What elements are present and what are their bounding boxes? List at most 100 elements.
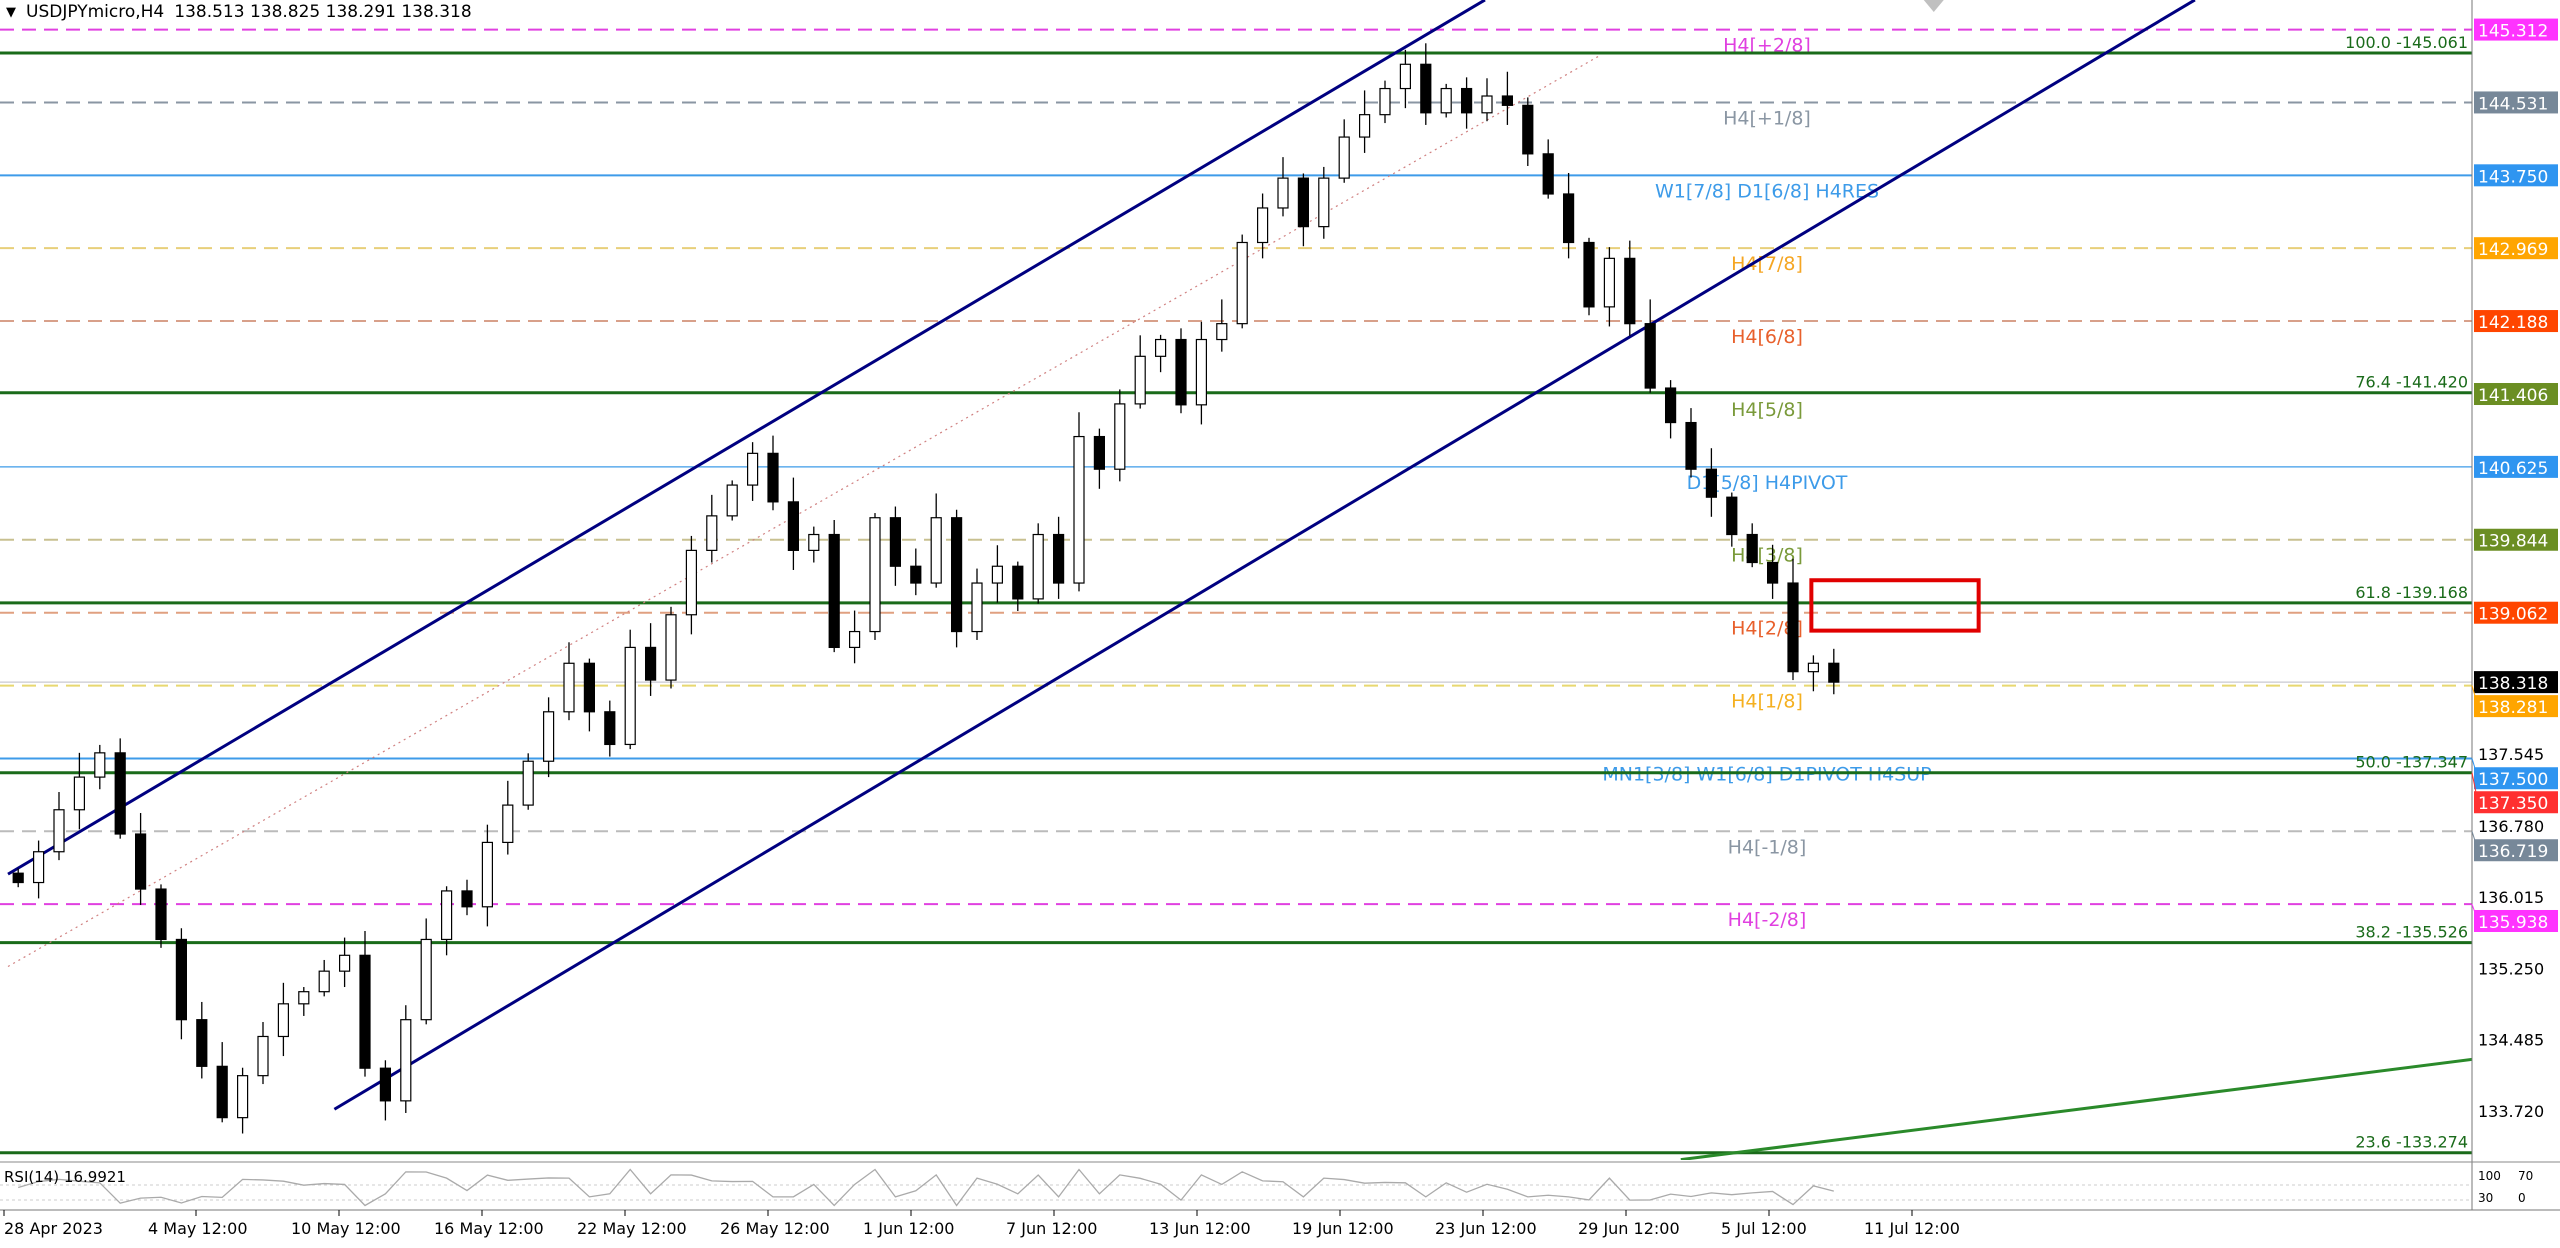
candle [1746, 523, 1758, 568]
price-axis-badge [2474, 767, 2558, 790]
candle [237, 1067, 249, 1134]
candle-body [522, 760, 534, 806]
candle [1297, 173, 1310, 247]
candle-body [481, 841, 493, 908]
time-axis-label: 4 May 12:00 [148, 1219, 248, 1238]
candle [1256, 193, 1269, 259]
candle-body [971, 582, 983, 633]
candle-body [1358, 114, 1371, 138]
candle-body [1399, 63, 1412, 90]
candle-body [1134, 355, 1146, 405]
candle [1399, 49, 1412, 109]
price-axis-badge-label: 141.406 [2478, 386, 2548, 406]
candle [787, 477, 800, 570]
candle [461, 879, 473, 916]
candle [1766, 544, 1779, 599]
candle-body [441, 890, 453, 941]
price-axis-badge-label: 144.531 [2478, 94, 2548, 114]
candle-body [1012, 565, 1024, 600]
candle [175, 928, 187, 1040]
candle [1277, 157, 1289, 217]
candle [1705, 448, 1718, 517]
price-axis-badge [2474, 791, 2558, 814]
price-axis-badge-label: 137.350 [2478, 794, 2548, 814]
candle-body [1828, 662, 1840, 683]
candle [1338, 119, 1350, 183]
level-label: H4[1/8] [1731, 691, 1803, 713]
candle-body [889, 517, 902, 567]
candle-body [1746, 533, 1758, 564]
candle-body [1460, 87, 1473, 114]
price-axis-badge [2474, 695, 2558, 718]
price-axis-badge [2474, 528, 2558, 551]
candle-body [1481, 95, 1493, 114]
candle-body [400, 1019, 412, 1102]
candle [828, 520, 840, 653]
level-label: H4[+2/8] [1723, 35, 1811, 57]
candle [1807, 655, 1820, 692]
candle [1154, 334, 1167, 373]
price-axis-badge-label: 135.938 [2478, 913, 2548, 933]
candle-body [991, 565, 1004, 584]
candle-body [1277, 177, 1289, 209]
candle-body [1603, 257, 1616, 308]
candle-body [1379, 87, 1391, 116]
time-axis-label: 10 May 12:00 [291, 1219, 401, 1238]
candle [216, 1042, 228, 1123]
candle [767, 435, 779, 511]
candle [1195, 321, 1208, 425]
candle [522, 753, 534, 810]
price-tick-label: 137.545 [2478, 745, 2544, 764]
candle-body [1256, 207, 1269, 244]
candle-body [420, 938, 432, 1021]
level-label: H4[7/8] [1731, 253, 1803, 275]
time-axis-label: 23 Jun 12:00 [1435, 1219, 1537, 1238]
time-axis-label: 1 Jun 12:00 [863, 1219, 954, 1238]
candle [869, 513, 881, 640]
price-axis-badge [2474, 310, 2558, 333]
candle-body [1052, 533, 1065, 584]
candle-body [1175, 338, 1187, 406]
candle [1216, 299, 1228, 352]
candle-body [379, 1067, 391, 1102]
candle [1481, 78, 1493, 122]
candle-body [1501, 95, 1514, 106]
candle-body [746, 452, 759, 486]
candle-body [237, 1075, 249, 1119]
candle-body [135, 833, 147, 890]
candle [1379, 80, 1391, 124]
candle-body [787, 501, 800, 551]
triangle-down-icon[interactable]: ▼ [6, 4, 16, 20]
candle-body [1114, 403, 1126, 470]
channel-lower-line [333, 0, 2196, 1111]
candle [1236, 234, 1248, 329]
candle [114, 738, 126, 839]
rsi-scale-label: 0 [2518, 1191, 2526, 1205]
price-axis-badge-label: 138.318 [2478, 674, 2548, 694]
candle [441, 886, 453, 956]
candle [1318, 166, 1330, 239]
candle-body [1297, 177, 1310, 228]
candle [1562, 172, 1575, 259]
price-tick-label: 136.015 [2478, 888, 2544, 907]
candle [379, 1060, 391, 1121]
price-axis-badge [2474, 909, 2558, 932]
price-axis-badge-label: 136.719 [2478, 842, 2548, 862]
candle [930, 493, 942, 588]
candle [746, 442, 759, 501]
chart-header: ▼ USDJPYmicro,H4 138.513 138.825 138.291… [6, 2, 472, 22]
candle [542, 697, 555, 778]
candle [481, 824, 493, 927]
candle [1664, 380, 1677, 439]
highlight-zone-rect [1809, 578, 1981, 633]
candle [155, 884, 167, 948]
price-tick-label: 133.720 [2478, 1102, 2544, 1121]
green-trendline-line [1680, 1057, 2472, 1160]
candle [1175, 328, 1187, 414]
candle [135, 813, 147, 905]
candle-body [53, 809, 65, 853]
candle-body [1787, 582, 1799, 673]
candle-body [298, 991, 310, 1005]
candle [1093, 428, 1106, 489]
